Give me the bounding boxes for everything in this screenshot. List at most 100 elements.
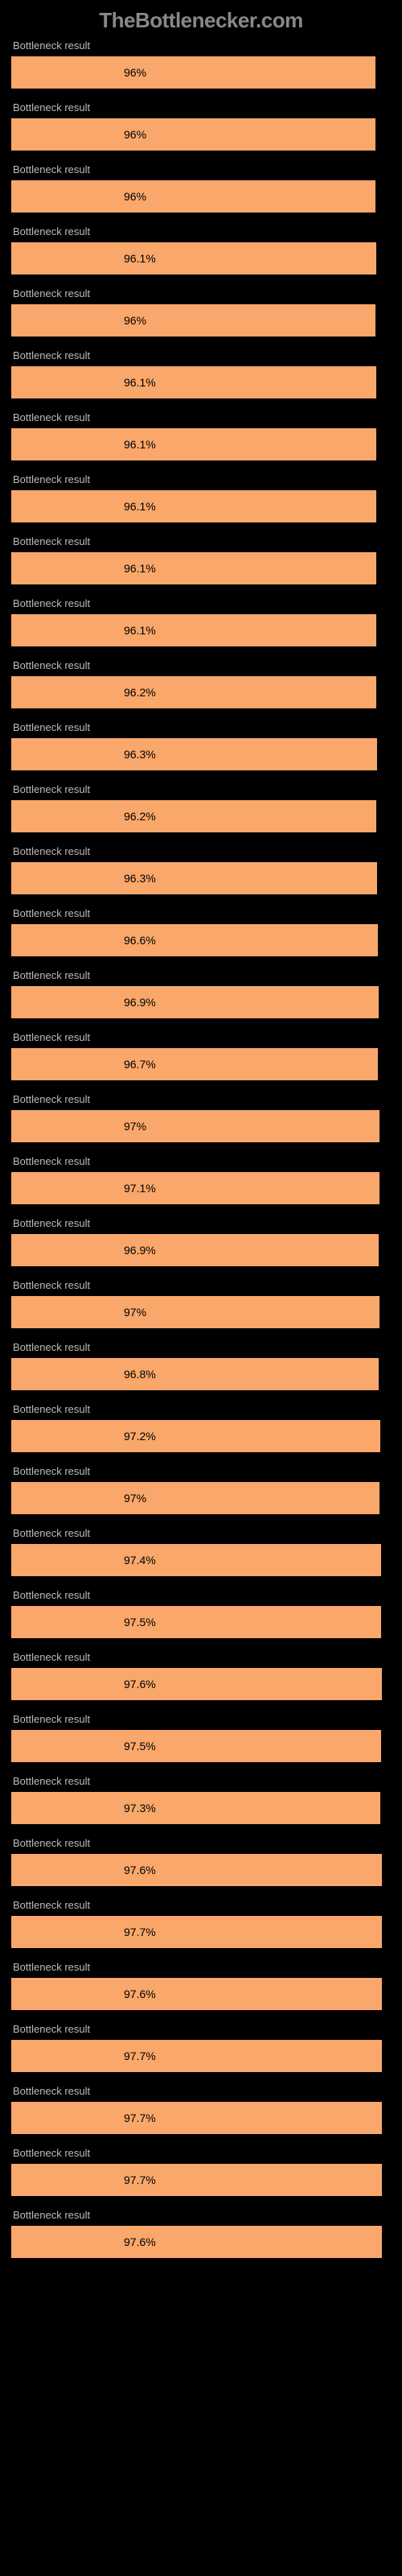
result-bar-wrapper: 97.1% xyxy=(11,1172,391,1204)
result-label: Bottleneck result xyxy=(11,1589,391,1601)
result-label: Bottleneck result xyxy=(11,597,391,609)
result-bar: 96.3% xyxy=(11,738,377,770)
result-row: Bottleneck result97% xyxy=(11,1093,391,1142)
result-bar: 96.6% xyxy=(11,924,378,956)
result-row: Bottleneck result 96.1% xyxy=(11,597,391,646)
result-bar: 97.5% xyxy=(11,1730,381,1762)
result-value: 96% xyxy=(11,314,146,327)
result-label: Bottleneck result xyxy=(11,2209,391,2221)
result-bar-wrapper: 96.8% xyxy=(11,1358,391,1390)
result-bar-wrapper: 97.2% xyxy=(11,1420,391,1452)
result-label: Bottleneck result xyxy=(11,2023,391,2035)
result-bar: 97.6% xyxy=(11,1668,382,1700)
result-row: Bottleneck result 97.7% xyxy=(11,2023,391,2072)
result-bar: 96% xyxy=(11,118,375,151)
site-logo: TheBottlenecker.com xyxy=(0,0,402,39)
result-bar: 96% xyxy=(11,304,375,336)
result-value: 96.8% xyxy=(11,1368,156,1381)
result-bar-wrapper: 97.6% xyxy=(11,1978,391,2010)
result-label: Bottleneck result xyxy=(11,163,391,175)
result-bar-wrapper: 97.6% xyxy=(11,2226,391,2258)
result-row: Bottleneck result97.3% xyxy=(11,1775,391,1824)
result-bar: 97.7% xyxy=(11,2102,382,2134)
result-label: Bottleneck result xyxy=(11,969,391,981)
result-label: Bottleneck result xyxy=(11,225,391,237)
result-row: Bottleneck result 96.1% xyxy=(11,411,391,460)
result-value: 96.1% xyxy=(11,624,156,637)
result-row: Bottleneck result96.7% xyxy=(11,1031,391,1080)
result-label: Bottleneck result xyxy=(11,349,391,361)
result-row: Bottleneck result96% xyxy=(11,39,391,89)
result-label: Bottleneck result xyxy=(11,907,391,919)
result-value: 96.9% xyxy=(11,996,156,1009)
result-value: 97.6% xyxy=(11,1988,156,2000)
result-row: Bottleneck result97.7% xyxy=(11,2085,391,2134)
result-bar: 97.7% xyxy=(11,1916,382,1948)
result-row: Bottleneck result 96.9% xyxy=(11,969,391,1018)
result-value: 96.1% xyxy=(11,438,156,451)
result-bar: 97.3% xyxy=(11,1792,380,1824)
result-value: 96% xyxy=(11,128,146,141)
result-label: Bottleneck result xyxy=(11,659,391,671)
result-bar: 97% xyxy=(11,1296,379,1328)
result-bar-wrapper: 96.1% xyxy=(11,490,391,522)
result-bar-wrapper: 96.1% xyxy=(11,428,391,460)
result-bar: 97.6% xyxy=(11,2226,382,2258)
result-label: Bottleneck result xyxy=(11,1899,391,1911)
result-row: Bottleneck result 96.6% xyxy=(11,907,391,956)
result-bar-wrapper: 97.7% xyxy=(11,2164,391,2196)
result-row: Bottleneck result97.6% xyxy=(11,1961,391,2010)
result-value: 96.1% xyxy=(11,376,156,389)
result-bar-wrapper: 96.2% xyxy=(11,800,391,832)
result-bar: 97% xyxy=(11,1110,379,1142)
result-value: 96.7% xyxy=(11,1058,156,1071)
result-bar-wrapper: 96% xyxy=(11,56,391,89)
result-bar-wrapper: 97% xyxy=(11,1482,391,1514)
result-value: 96.1% xyxy=(11,252,156,265)
result-label: Bottleneck result xyxy=(11,411,391,423)
result-bar: 97.7% xyxy=(11,2040,382,2072)
result-bar-wrapper: 96% xyxy=(11,304,391,336)
result-bar: 96.1% xyxy=(11,366,376,398)
result-label: Bottleneck result xyxy=(11,101,391,114)
result-bar-wrapper: 97.4% xyxy=(11,1544,391,1576)
result-bar-wrapper: 97.7% xyxy=(11,2040,391,2072)
result-bar-wrapper: 96.2% xyxy=(11,676,391,708)
result-value: 97.1% xyxy=(11,1182,156,1195)
result-bar-wrapper: 97% xyxy=(11,1296,391,1328)
result-row: Bottleneck result97.7% xyxy=(11,2147,391,2196)
result-row: Bottleneck result97.5% xyxy=(11,1589,391,1638)
result-value: 97.6% xyxy=(11,1678,156,1690)
result-value: 97% xyxy=(11,1120,146,1133)
result-bar-wrapper: 96% xyxy=(11,118,391,151)
result-bar: 97.6% xyxy=(11,1854,382,1886)
result-value: 96.2% xyxy=(11,810,156,823)
result-value: 97.7% xyxy=(11,2112,156,2124)
result-value: 97.6% xyxy=(11,1864,156,1876)
result-bar: 97.1% xyxy=(11,1172,379,1204)
result-row: Bottleneck result 96% xyxy=(11,101,391,151)
result-bar-wrapper: 96.1% xyxy=(11,366,391,398)
result-value: 96.1% xyxy=(11,562,156,575)
result-label: Bottleneck result xyxy=(11,1403,391,1415)
result-row: Bottleneck result 96.1% xyxy=(11,535,391,584)
result-row: Bottleneck result97.5% xyxy=(11,1713,391,1762)
result-row: Bottleneck result97.6% xyxy=(11,1651,391,1700)
result-label: Bottleneck result xyxy=(11,535,391,547)
result-label: Bottleneck result xyxy=(11,845,391,857)
result-row: Bottleneck result97.4% xyxy=(11,1527,391,1576)
result-bar: 97.7% xyxy=(11,2164,382,2196)
result-label: Bottleneck result xyxy=(11,1341,391,1353)
result-bar: 96.1% xyxy=(11,490,376,522)
result-value: 97% xyxy=(11,1306,146,1319)
result-bar: 96.1% xyxy=(11,614,376,646)
result-bar: 97.4% xyxy=(11,1544,381,1576)
result-value: 96.1% xyxy=(11,500,156,513)
result-bar: 97.6% xyxy=(11,1978,382,2010)
result-bar-wrapper: 96.9% xyxy=(11,1234,391,1266)
result-value: 96% xyxy=(11,190,146,203)
result-label: Bottleneck result xyxy=(11,1155,391,1167)
result-value: 97.7% xyxy=(11,2174,156,2186)
result-bar: 96% xyxy=(11,56,375,89)
result-bar-wrapper: 96% xyxy=(11,180,391,213)
